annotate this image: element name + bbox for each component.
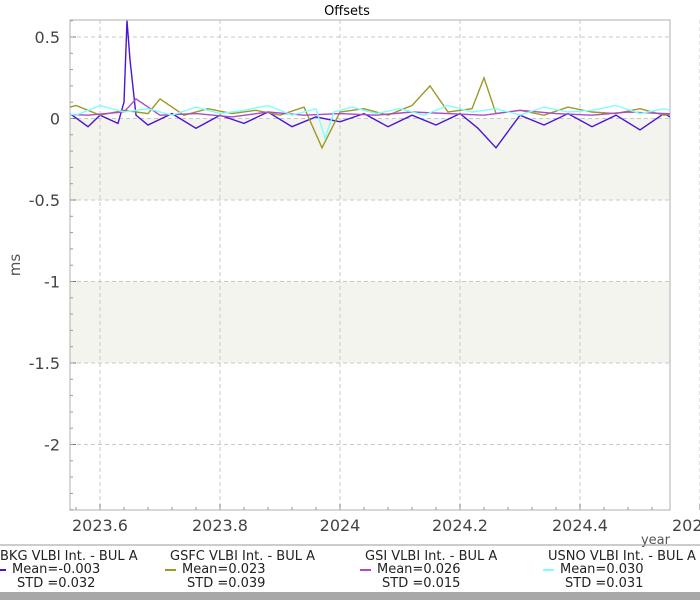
legend-std: STD =0.031	[565, 576, 643, 591]
y-tick-label: 0.5	[35, 28, 60, 47]
legend-name: GSI VLBI Int. - BUL A	[365, 549, 497, 564]
legend-name: GSFC VLBI Int. - BUL A	[170, 549, 315, 564]
x-axis-ticks: 2023.62023.820242024.22024.42024.62024.8…	[72, 504, 700, 535]
grid-lines	[70, 20, 700, 510]
y-tick-label: -0.5	[29, 191, 60, 210]
x-tick-label: 2024	[320, 516, 361, 535]
y-tick-label: -2	[44, 436, 60, 455]
y-axis-label: ms	[6, 254, 24, 277]
bottom-bar	[0, 592, 700, 600]
legend-std: STD =0.015	[382, 576, 460, 591]
legend-name: USNO VLBI Int. - BUL A	[548, 549, 696, 564]
x-tick-label: 2024.2	[432, 516, 488, 535]
legend-mean: Mean=0.026	[377, 562, 461, 577]
x-tick-label: 2024.6	[672, 516, 700, 535]
legend-std: STD =0.032	[17, 576, 95, 591]
legend-mean: Mean=-0.003	[12, 562, 100, 577]
y-tick-label: 0	[50, 110, 60, 129]
y-tick-label: -1.5	[29, 354, 60, 373]
shaded-band-1	[70, 281, 670, 363]
series-line-3	[70, 97, 670, 118]
legend-std: STD =0.039	[187, 576, 265, 591]
shaded-band-0	[70, 118, 670, 200]
x-tick-label: 2023.8	[192, 516, 248, 535]
series-lines	[70, 20, 670, 150]
legend-name: BKG VLBI Int. - BUL A	[0, 549, 138, 564]
x-axis-label: year	[641, 533, 671, 548]
series-line-4	[70, 104, 670, 141]
shaded-bands	[70, 118, 670, 363]
chart-title: Offsets	[324, 4, 370, 19]
x-tick-label: 2024.4	[552, 516, 608, 535]
y-axis-ticks: 0.5 0 -0.5 -1 -1.5 -2	[29, 20, 76, 511]
series-line-2	[70, 75, 670, 150]
legend-mean: Mean=0.023	[182, 562, 266, 577]
x-tick-label: 2023.6	[72, 516, 128, 535]
y-tick-label: -1	[44, 273, 60, 292]
legend-mean: Mean=0.030	[560, 562, 644, 577]
